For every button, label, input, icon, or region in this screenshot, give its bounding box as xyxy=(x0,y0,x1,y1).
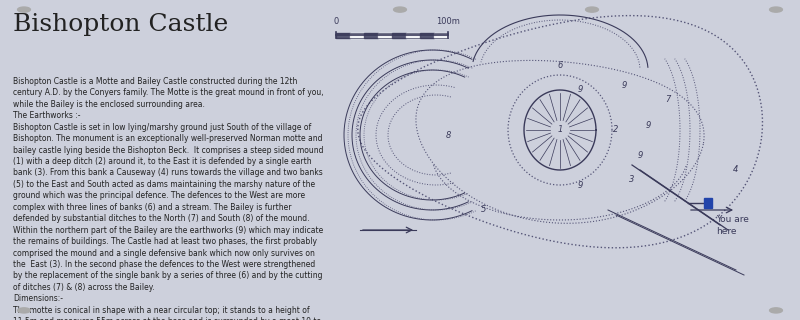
Text: 8: 8 xyxy=(446,131,450,140)
Text: 3: 3 xyxy=(630,175,634,185)
Text: 5: 5 xyxy=(482,205,486,214)
Text: 4: 4 xyxy=(734,165,738,174)
Text: 100m: 100m xyxy=(436,17,460,26)
Text: Bishopton Castle: Bishopton Castle xyxy=(14,13,229,36)
Text: 1: 1 xyxy=(558,125,562,134)
Text: 2: 2 xyxy=(614,125,618,134)
Bar xyxy=(704,197,712,207)
Text: You are
here: You are here xyxy=(716,215,749,236)
Text: Bishopton Castle is a Motte and Bailey Castle constructed during the 12th
centur: Bishopton Castle is a Motte and Bailey C… xyxy=(14,77,330,320)
Text: 9: 9 xyxy=(578,85,582,94)
Text: 9: 9 xyxy=(646,121,650,130)
Text: 7: 7 xyxy=(666,95,670,105)
Text: 9: 9 xyxy=(622,81,626,90)
Text: 9: 9 xyxy=(578,180,582,189)
Text: 9: 9 xyxy=(638,150,642,159)
Text: 6: 6 xyxy=(558,60,562,69)
Text: 0: 0 xyxy=(334,17,338,26)
